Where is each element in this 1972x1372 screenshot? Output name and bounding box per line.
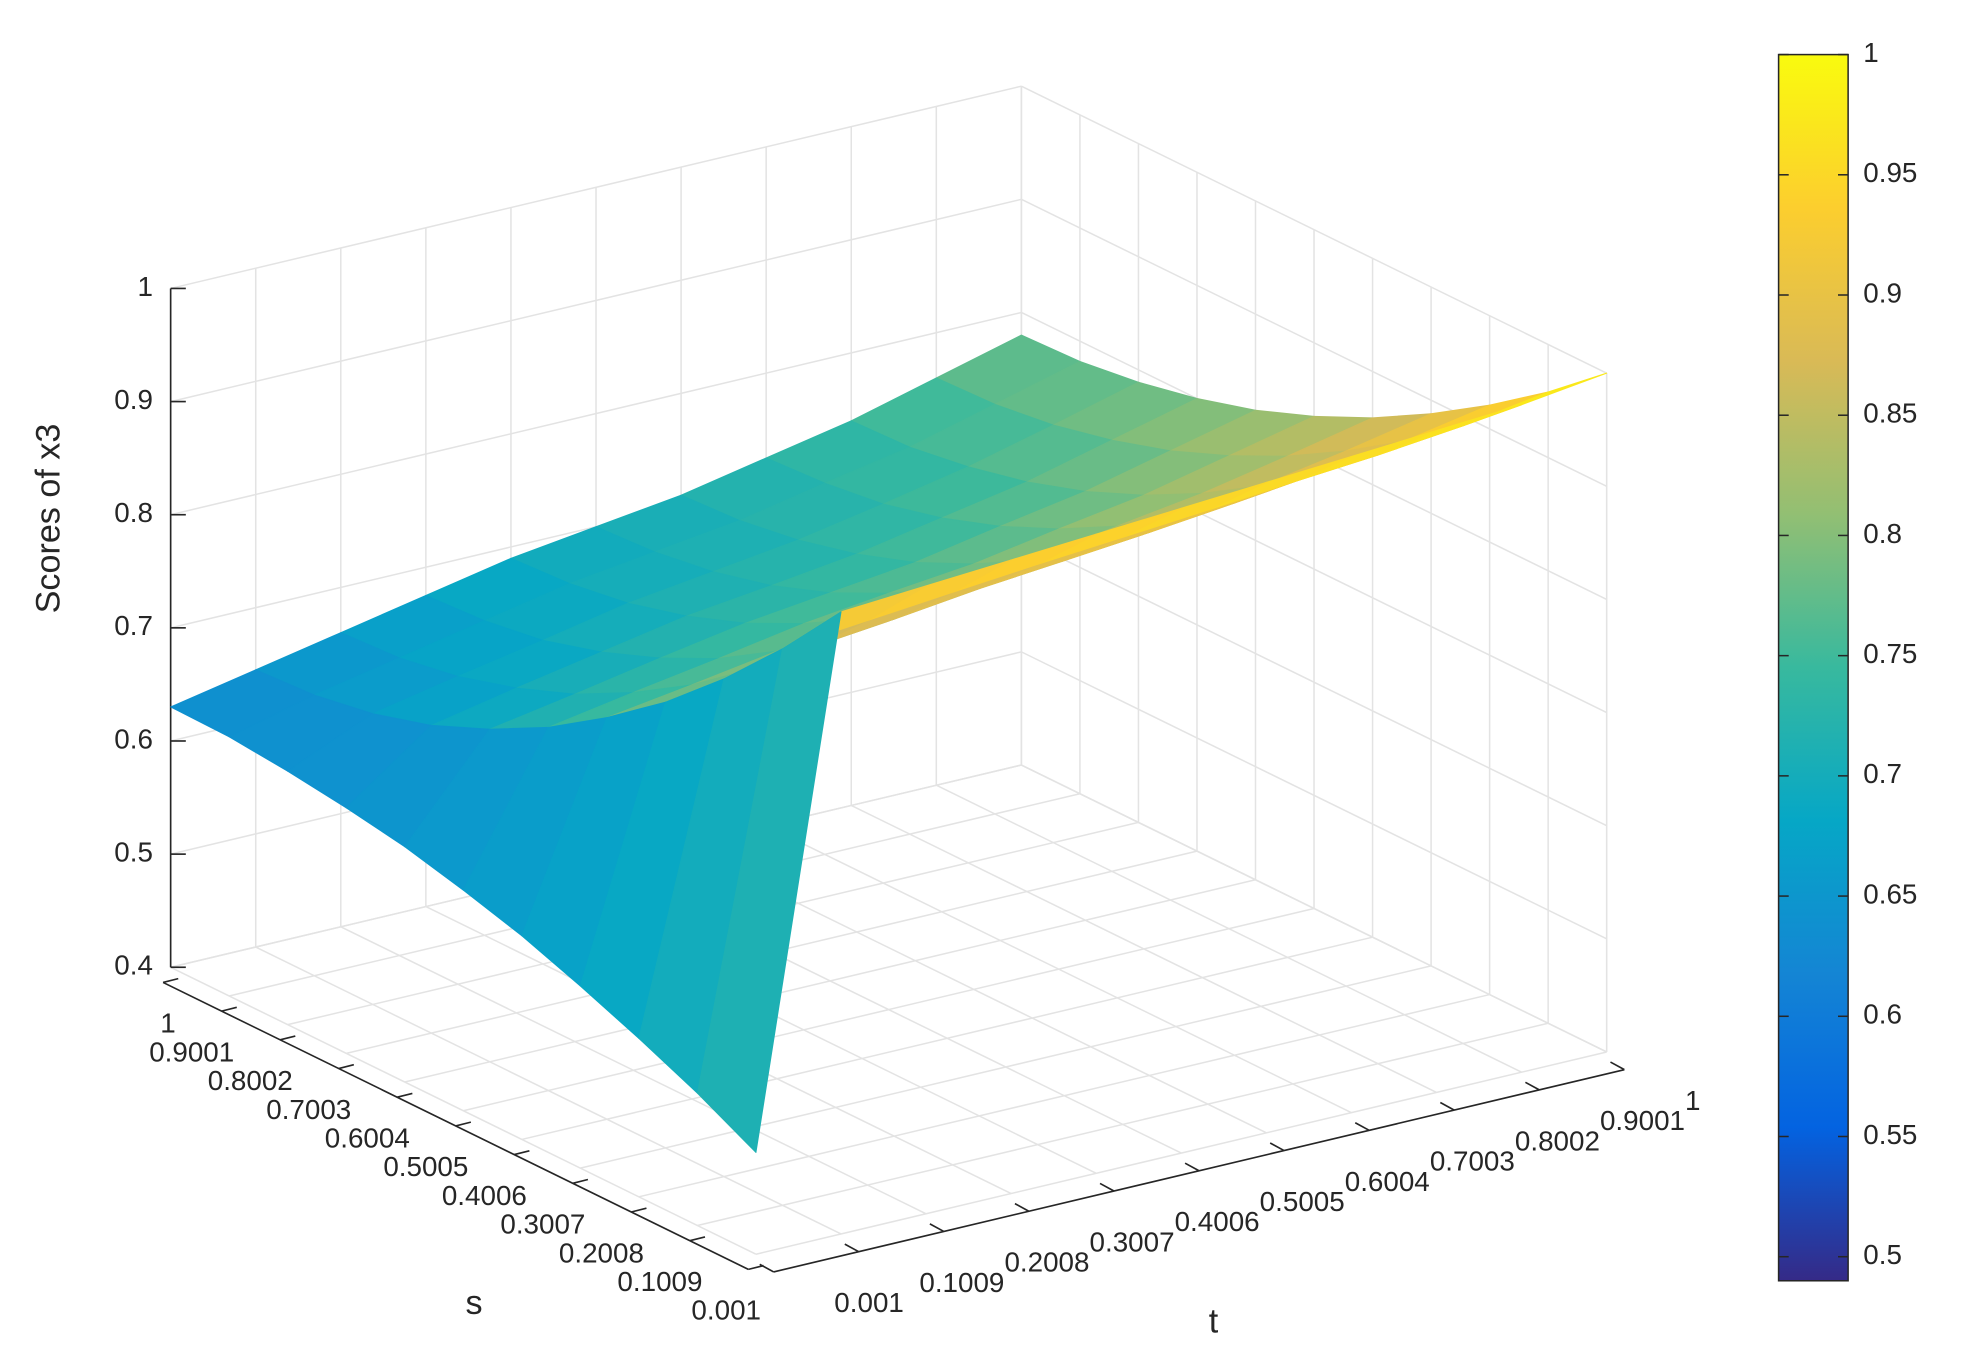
y-tick-label: 0.2008 [559, 1237, 644, 1268]
y-tick [279, 1035, 296, 1041]
colorbar-tick-label: 0.85 [1863, 398, 1917, 429]
x-tick [1439, 1101, 1455, 1111]
x-tick-label: 0.3007 [1090, 1226, 1175, 1257]
x-tick-label: 1 [1685, 1085, 1700, 1116]
y-tick [338, 1063, 355, 1070]
x-tick-label: 0.8002 [1515, 1125, 1600, 1156]
y-tick [221, 1006, 237, 1012]
colorbar-tick-label: 0.9 [1863, 277, 1902, 308]
colorbar-tick-label: 0.75 [1863, 638, 1917, 669]
grid-line [404, 879, 1256, 1083]
y-tick-label: 0.8002 [208, 1065, 293, 1096]
z-tick-label: 1 [137, 271, 152, 302]
x-tick [1014, 1202, 1030, 1212]
y-tick [689, 1236, 706, 1242]
colorbar: 0.5 0.55 0.6 0.65 0.7 0.75 0.8 0.85 0.9 0.95 1 [1777, 37, 1917, 1282]
colorbar-tick-label: 0.7 [1863, 758, 1902, 789]
colorbar-tick-label: 0.5 [1863, 1239, 1902, 1270]
axes: 0.40.50.60.70.80.910.0010.10090.20080.30… [114, 271, 1700, 1326]
y-tick-label: 0.5005 [383, 1151, 468, 1182]
x-tick [844, 1243, 860, 1253]
z-tick-label: 0.9 [114, 384, 153, 415]
grid-line [463, 907, 1315, 1112]
x-tick [1354, 1122, 1370, 1132]
y-tick-label: 0.6004 [325, 1123, 410, 1154]
y-axis-label: s [466, 1284, 483, 1322]
y-tick-label: 1 [160, 1008, 175, 1039]
colorbar-scale [1777, 53, 1849, 1282]
colorbar-tick-label: 0.8 [1863, 518, 1902, 549]
z-axis-label: Scores of x3 [30, 424, 68, 614]
x-tick-label: 0.6004 [1345, 1166, 1430, 1197]
y-tick [631, 1207, 647, 1213]
x-axis-label: t [1209, 1303, 1219, 1341]
x-tick [759, 1263, 775, 1273]
grid-line [580, 965, 1432, 1169]
grid-line [638, 993, 1490, 1198]
y-tick-label: 0.9001 [149, 1036, 234, 1067]
z-tick-label: 0.5 [114, 836, 153, 867]
y-tick [748, 1264, 764, 1271]
z-tick-label: 0.6 [114, 723, 153, 754]
x-tick-label: 0.5005 [1260, 1186, 1345, 1217]
y-tick [572, 1178, 589, 1185]
grid-line [697, 1022, 1549, 1227]
x-tick-label: 0.4006 [1175, 1206, 1260, 1237]
y-tick [514, 1150, 530, 1156]
surface-patch [696, 611, 842, 1153]
y-tick [455, 1121, 472, 1127]
y-tick-label: 0.1009 [617, 1266, 702, 1297]
x-tick-label: 0.7003 [1430, 1146, 1515, 1177]
y-tick-label: 0.3007 [500, 1209, 585, 1240]
x-tick-label: 0.2008 [1004, 1247, 1089, 1278]
y-tick-label: 0.7003 [266, 1094, 351, 1125]
x-tick-label: 0.001 [834, 1287, 904, 1318]
x-tick [929, 1223, 945, 1233]
y-tick-label: 0.001 [691, 1295, 761, 1326]
grid-line [521, 936, 1373, 1141]
x-tick [1099, 1182, 1115, 1192]
x-axis-line [773, 1068, 1625, 1273]
colorbar-tick-label: 0.95 [1863, 157, 1917, 188]
colorbar-tick-label: 0.6 [1863, 999, 1902, 1030]
x-tick [1610, 1061, 1625, 1071]
x-tick-label: 0.9001 [1600, 1105, 1685, 1136]
y-tick [162, 977, 179, 984]
colorbar-tick-label: 0.65 [1863, 878, 1917, 909]
x-tick [1269, 1142, 1285, 1152]
z-tick-label: 0.4 [114, 950, 153, 981]
grid-line [755, 1051, 1607, 1255]
z-tick-label: 0.8 [114, 497, 153, 528]
colorbar-tick-label: 0.55 [1863, 1119, 1917, 1150]
x-tick [1524, 1081, 1540, 1091]
z-tick-label: 0.7 [114, 610, 153, 641]
y-tick-label: 0.4006 [442, 1180, 527, 1211]
x-tick [1184, 1162, 1200, 1172]
colorbar-tick-label: 1 [1863, 37, 1878, 68]
y-tick [396, 1092, 413, 1099]
x-tick-label: 0.1009 [919, 1267, 1004, 1298]
surface [170, 334, 1608, 1153]
